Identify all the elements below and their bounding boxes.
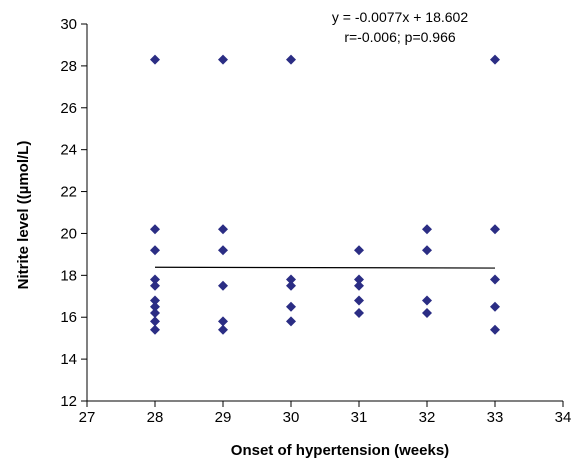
y-tick-label: 18 bbox=[60, 267, 77, 284]
data-point bbox=[218, 316, 228, 327]
trendline bbox=[154, 266, 496, 269]
data-point bbox=[422, 224, 432, 235]
data-point bbox=[150, 316, 160, 327]
data-point bbox=[286, 54, 296, 65]
data-point bbox=[354, 280, 364, 291]
data-point bbox=[218, 54, 228, 65]
data-point bbox=[286, 316, 296, 327]
x-tick-label: 32 bbox=[419, 409, 436, 426]
y-tick-label: 28 bbox=[60, 58, 77, 75]
data-point bbox=[150, 280, 160, 291]
x-tick-label: 31 bbox=[351, 409, 368, 426]
data-point bbox=[218, 324, 228, 335]
trendline-group bbox=[154, 266, 496, 269]
data-point bbox=[354, 295, 364, 306]
y-tick-label: 16 bbox=[60, 309, 77, 326]
x-tick-label: 34 bbox=[555, 409, 572, 426]
y-tick-label: 22 bbox=[60, 184, 77, 201]
y-tick-label: 26 bbox=[60, 100, 77, 117]
data-point bbox=[422, 245, 432, 256]
y-tick-label: 12 bbox=[60, 393, 77, 410]
data-point bbox=[150, 245, 160, 256]
x-tick-label: 30 bbox=[283, 409, 300, 426]
data-point bbox=[490, 301, 500, 312]
y-tick-label: 20 bbox=[60, 225, 77, 242]
data-point bbox=[490, 274, 500, 285]
data-point bbox=[150, 308, 160, 319]
x-tick-label: 28 bbox=[147, 409, 164, 426]
data-point bbox=[490, 54, 500, 65]
data-point bbox=[286, 301, 296, 312]
y-tick-label: 14 bbox=[60, 351, 77, 368]
data-point bbox=[150, 224, 160, 235]
data-point bbox=[422, 308, 432, 319]
x-axis-title: Onset of hypertension (weeks) bbox=[231, 442, 449, 459]
y-axis-title: Nitrite level ((µmol/L) bbox=[15, 141, 32, 290]
x-tick-label: 33 bbox=[487, 409, 504, 426]
data-point bbox=[286, 274, 296, 285]
y-tick-label: 30 bbox=[60, 16, 77, 33]
data-point bbox=[354, 308, 364, 319]
x-tick-label: 29 bbox=[215, 409, 232, 426]
data-point bbox=[218, 245, 228, 256]
x-tick-label: 27 bbox=[79, 409, 96, 426]
axes: 12 14 16 18 20 22 24 26 28 30 27 28 29 30 31 32 33 34 bbox=[60, 16, 571, 426]
y-tick-label: 24 bbox=[60, 142, 77, 159]
data-point bbox=[422, 295, 432, 306]
data-points bbox=[150, 54, 500, 335]
data-point bbox=[354, 274, 364, 285]
annotation-equation: y = -0.0077x + 18.602 bbox=[332, 9, 468, 25]
annotation-stats: r=-0.006; p=0.966 bbox=[344, 29, 456, 45]
data-point bbox=[286, 280, 296, 291]
data-point bbox=[218, 280, 228, 291]
data-point bbox=[218, 224, 228, 235]
data-point bbox=[150, 274, 160, 285]
data-point bbox=[150, 295, 160, 306]
data-point bbox=[150, 301, 160, 312]
data-point bbox=[150, 324, 160, 335]
data-point bbox=[150, 54, 160, 65]
data-point bbox=[490, 324, 500, 335]
data-point bbox=[354, 245, 364, 256]
data-point bbox=[490, 224, 500, 235]
